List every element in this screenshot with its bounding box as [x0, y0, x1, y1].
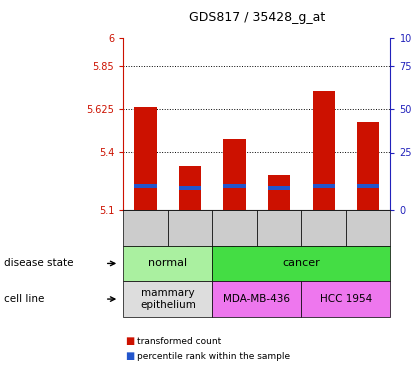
Bar: [357, 184, 379, 188]
Text: MDA-MB-436: MDA-MB-436: [223, 294, 291, 304]
Bar: [357, 122, 379, 210]
Bar: [312, 91, 335, 210]
Text: transformed count: transformed count: [137, 337, 221, 346]
Bar: [134, 106, 157, 210]
Text: disease state: disease state: [4, 258, 74, 268]
Bar: [134, 184, 157, 188]
Text: ■: ■: [125, 336, 135, 346]
Text: GSM21240: GSM21240: [141, 213, 150, 259]
Text: mammary
epithelium: mammary epithelium: [140, 288, 196, 310]
Bar: [179, 166, 201, 210]
Text: GSM21241: GSM21241: [186, 213, 194, 259]
Bar: [312, 184, 335, 188]
Text: GSM21238: GSM21238: [319, 213, 328, 259]
Text: cancer: cancer: [282, 258, 320, 268]
Bar: [268, 176, 290, 210]
Text: normal: normal: [148, 258, 187, 268]
Text: GSM21239: GSM21239: [364, 213, 373, 259]
Bar: [268, 186, 290, 190]
Text: ■: ■: [125, 351, 135, 361]
Text: GDS817 / 35428_g_at: GDS817 / 35428_g_at: [189, 11, 325, 24]
Text: percentile rank within the sample: percentile rank within the sample: [137, 352, 290, 361]
Text: GSM21236: GSM21236: [230, 213, 239, 259]
Text: HCC 1954: HCC 1954: [320, 294, 372, 304]
Bar: [224, 184, 246, 188]
Bar: [179, 186, 201, 190]
Bar: [224, 139, 246, 210]
Text: cell line: cell line: [4, 294, 44, 304]
Text: GSM21237: GSM21237: [275, 213, 284, 259]
